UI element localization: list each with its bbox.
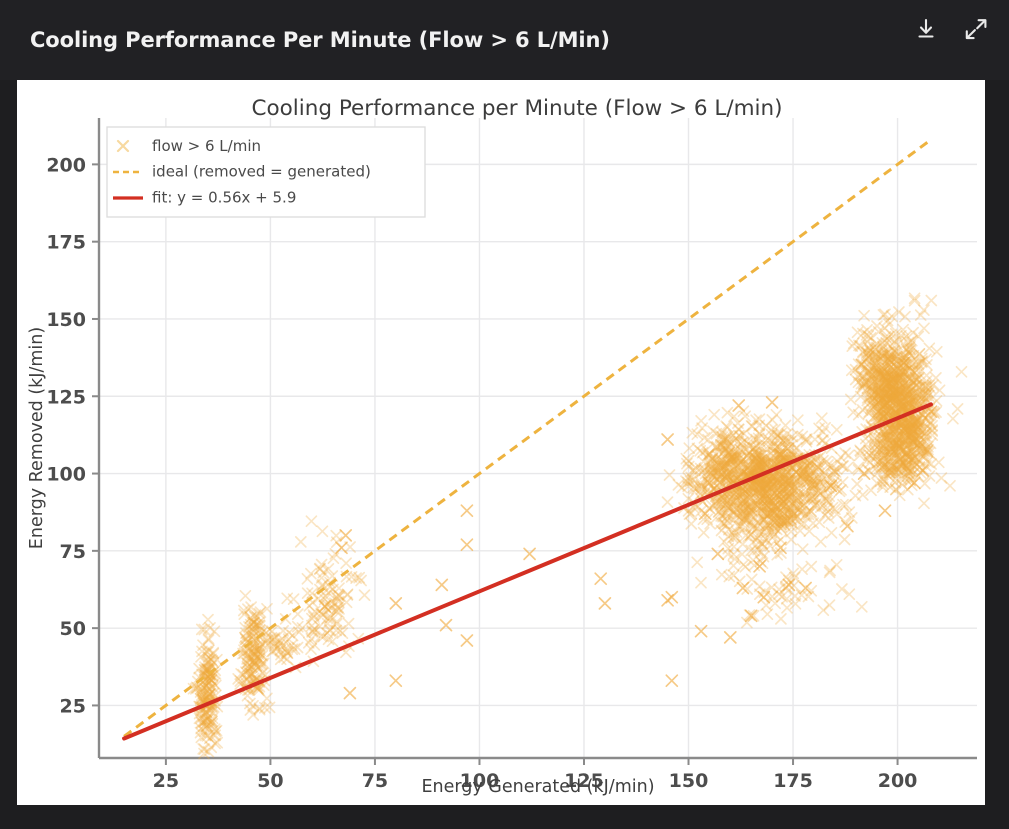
gridlines <box>99 118 977 758</box>
svg-text:25: 25 <box>153 770 179 792</box>
svg-text:200: 200 <box>46 154 86 176</box>
x-axis-label: Energy Generated (kJ/min) <box>421 777 654 797</box>
svg-text:175: 175 <box>773 770 813 792</box>
svg-text:125: 125 <box>46 386 86 408</box>
legend-item-scatter[interactable]: flow > 6 L/min <box>116 137 261 155</box>
download-icon[interactable] <box>911 14 941 44</box>
svg-text:150: 150 <box>669 770 709 792</box>
svg-text:75: 75 <box>60 541 86 563</box>
legend-label-ideal: ideal (removed = generated) <box>152 163 371 181</box>
expand-icon[interactable] <box>961 14 991 44</box>
window-title: Cooling Performance Per Minute (Flow > 6… <box>30 28 610 52</box>
svg-text:125: 125 <box>564 770 604 792</box>
svg-text:50: 50 <box>60 618 86 640</box>
fit-line <box>122 402 934 741</box>
legend-box <box>106 126 426 218</box>
legend-label-fit: fit: y = 0.56x + 5.9 <box>152 189 296 207</box>
card-right-margin <box>985 80 1009 805</box>
svg-text:100: 100 <box>460 770 500 792</box>
svg-text:25: 25 <box>60 695 86 717</box>
legend-marker-x-icon <box>116 139 130 153</box>
header-actions <box>911 14 991 44</box>
chart-canvas: Cooling Performance per Minute (Flow > 6… <box>17 80 985 805</box>
svg-text:50: 50 <box>257 770 283 792</box>
window-header: Cooling Performance Per Minute (Flow > 6… <box>0 0 1009 80</box>
scatter-figure: Cooling Performance per Minute (Flow > 6… <box>27 96 977 797</box>
legend-item-ideal[interactable]: ideal (removed = generated) <box>113 163 371 181</box>
axis-ticks: 25 50 75 100 125 150 175 200 25 50 75 100 125 150 175 2… <box>46 154 917 792</box>
svg-text:75: 75 <box>362 770 388 792</box>
y-axis-label: Energy Removed (kJ/min) <box>27 327 47 549</box>
svg-text:175: 175 <box>46 232 86 254</box>
chart-legend: flow > 6 L/min ideal (removed = generate… <box>106 126 426 218</box>
chart-title: Cooling Performance per Minute (Flow > 6… <box>251 96 782 121</box>
legend-item-fit[interactable]: fit: y = 0.56x + 5.9 <box>113 189 296 207</box>
svg-text:200: 200 <box>878 770 918 792</box>
svg-text:100: 100 <box>46 464 86 486</box>
scatter-points <box>187 292 968 760</box>
ideal-line <box>123 138 932 738</box>
legend-label-scatter: flow > 6 L/min <box>152 137 261 155</box>
svg-text:150: 150 <box>46 309 86 331</box>
